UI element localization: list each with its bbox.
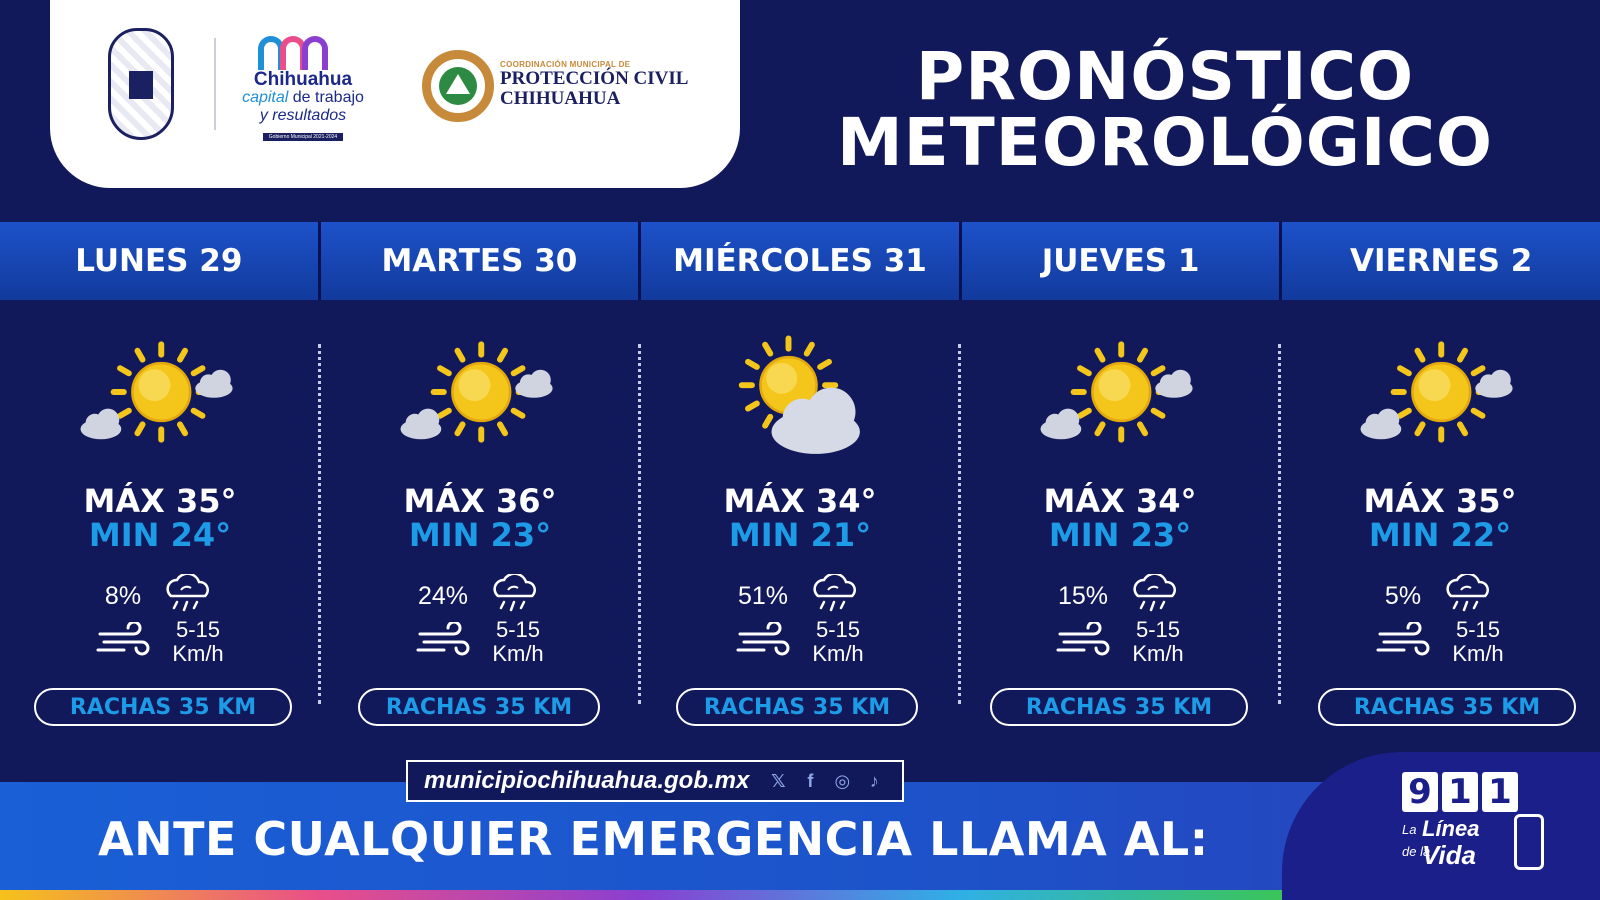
min-temperature: MIN 21° — [728, 516, 872, 554]
emergency-number: 9 1 1 — [1402, 772, 1518, 812]
column-divider — [1278, 344, 1281, 704]
slogan-word: La — [1402, 822, 1417, 837]
city-logo-subtitle: Gobierno Municipal 2021-2024 — [262, 133, 344, 141]
min-temperature: MIN 23° — [1048, 516, 1192, 554]
partly-cloudy-icon — [712, 322, 882, 462]
day-header-wednesday: MIÉRCOLES 31 — [641, 222, 962, 300]
rain-percent: 24% — [417, 582, 469, 610]
wind-icon — [416, 620, 472, 663]
instagram-icon[interactable]: ◎ — [834, 770, 851, 791]
phone-icon — [1514, 814, 1544, 870]
city-logo-name: Chihuahua — [253, 69, 353, 90]
facebook-icon[interactable]: f — [807, 770, 814, 791]
rain-probability: 8% — [0, 572, 320, 619]
emergency-911-badge: 9 1 1 La Línea de la Vida — [1282, 752, 1600, 900]
day-column: MÁX 36° MIN 23° 24% 5-15 Km/h RACHAS 35 K… — [318, 300, 640, 730]
day-column: MÁX 34° MIN 21° 51% 5-15 Km/h RACHAS 35 K… — [638, 300, 960, 730]
min-temperature: MIN 23° — [408, 516, 552, 554]
sunny-few-clouds-icon — [392, 322, 562, 462]
slogan-word: Vida — [1422, 840, 1476, 870]
wind-speed: 5-15 Km/h — [960, 618, 1280, 666]
rain-percent: 15% — [1057, 582, 1109, 610]
slogan-word: Línea — [1422, 816, 1480, 841]
city-logo-tagline: capital de trabajo — [242, 89, 364, 106]
wind-icon — [96, 620, 152, 663]
min-temperature: MIN 24° — [88, 516, 232, 554]
sunny-few-clouds-icon — [1352, 322, 1522, 462]
day-column: MÁX 35° MIN 22° 5% 5-15 Km/h RACHAS 35 KM — [1278, 300, 1600, 730]
wind-icon — [1376, 620, 1432, 663]
day-header-bar: LUNES 29 MARTES 30 MIÉRCOLES 31 JUEVES 1… — [0, 222, 1600, 300]
wind-speed: 5-15 Km/h — [320, 618, 640, 666]
civil-protection-emblem-icon — [422, 50, 494, 122]
gusts-pill: RACHAS 35 KM — [34, 688, 292, 726]
max-temperature: MÁX 35° — [83, 482, 237, 520]
rain-probability: 5% — [1280, 572, 1600, 619]
rain-cloud-icon — [1128, 572, 1182, 619]
wind-value: 5-15 Km/h — [492, 617, 544, 666]
tiktok-icon[interactable]: ♪ — [869, 770, 879, 791]
gusts-pill: RACHAS 35 KM — [1318, 688, 1576, 726]
emergency-message: ANTE CUALQUIER EMERGENCIA LLAMA AL: — [98, 812, 1209, 866]
gusts-pill: RACHAS 35 KM — [676, 688, 918, 726]
slogan-word: de la — [1402, 844, 1431, 859]
rain-probability: 15% — [960, 572, 1280, 619]
wind-speed: 5-15 Km/h — [0, 618, 320, 666]
max-temperature: MÁX 34° — [1043, 482, 1197, 520]
wind-icon — [1056, 620, 1112, 663]
social-links: 𝕏 f ◎ ♪ — [767, 770, 885, 792]
rainbow-stripe — [0, 890, 1600, 900]
column-divider — [958, 344, 961, 704]
rain-percent: 8% — [104, 582, 142, 610]
wind-speed: 5-15 Km/h — [1280, 618, 1600, 666]
city-logo-tagline-2: y resultados — [259, 107, 347, 124]
gusts-pill: RACHAS 35 KM — [990, 688, 1248, 726]
day-header-tuesday: MARTES 30 — [320, 222, 642, 300]
max-temperature: MÁX 36° — [403, 482, 557, 520]
website-url[interactable]: municipiochihuahua.gob.mx — [424, 767, 750, 794]
wind-value: 5-15 Km/h — [1452, 617, 1504, 666]
rain-probability: 51% — [640, 572, 960, 619]
column-divider — [638, 344, 641, 704]
min-temperature: MIN 22° — [1368, 516, 1512, 554]
wind-value: 5-15 Km/h — [172, 617, 224, 666]
wind-value: 5-15 Km/h — [812, 617, 864, 666]
city-logo-mark-icon — [228, 30, 378, 70]
website-link[interactable]: municipiochihuahua.gob.mx 𝕏 f ◎ ♪ — [406, 760, 904, 802]
rain-cloud-icon — [161, 572, 215, 619]
day-column: MÁX 35° MIN 24° 8% 5-15 Km/h RACHAS 35 KM — [0, 300, 320, 730]
rain-percent: 5% — [1384, 582, 1422, 610]
gusts-pill: RACHAS 35 KM — [358, 688, 600, 726]
municipal-coat-of-arms-icon — [108, 28, 174, 140]
wind-value: 5-15 Km/h — [1132, 617, 1184, 666]
day-column: MÁX 34° MIN 23° 15% 5-15 Km/h RACHAS 35 K… — [958, 300, 1280, 730]
rain-percent: 51% — [737, 582, 789, 610]
sunny-few-clouds-icon — [1032, 322, 1202, 462]
logo-separator — [214, 38, 216, 130]
page-title: PRONÓSTICO METEOROLÓGICO — [837, 38, 1493, 181]
day-header-monday: LUNES 29 — [0, 222, 321, 300]
forecast-columns: MÁX 35° MIN 24° 8% 5-15 Km/h RACHAS 35 KM… — [0, 300, 1600, 730]
day-header-friday: VIERNES 2 — [1282, 222, 1600, 300]
civil-protection-text: COORDINACIÓN MUNICIPAL DE PROTECCIÓN CIV… — [500, 60, 689, 109]
column-divider — [318, 344, 321, 704]
x-icon[interactable]: 𝕏 — [771, 770, 786, 791]
rain-cloud-icon — [1441, 572, 1495, 619]
rain-probability: 24% — [320, 572, 640, 619]
sunny-few-clouds-icon — [72, 322, 242, 462]
wind-icon — [736, 620, 792, 663]
rain-cloud-icon — [808, 572, 862, 619]
rain-cloud-icon — [488, 572, 542, 619]
day-header-thursday: JUEVES 1 — [961, 222, 1283, 300]
max-temperature: MÁX 35° — [1363, 482, 1517, 520]
max-temperature: MÁX 34° — [723, 482, 877, 520]
city-logo: Chihuahua capital de trabajo y resultado… — [228, 30, 378, 143]
wind-speed: 5-15 Km/h — [640, 618, 960, 666]
